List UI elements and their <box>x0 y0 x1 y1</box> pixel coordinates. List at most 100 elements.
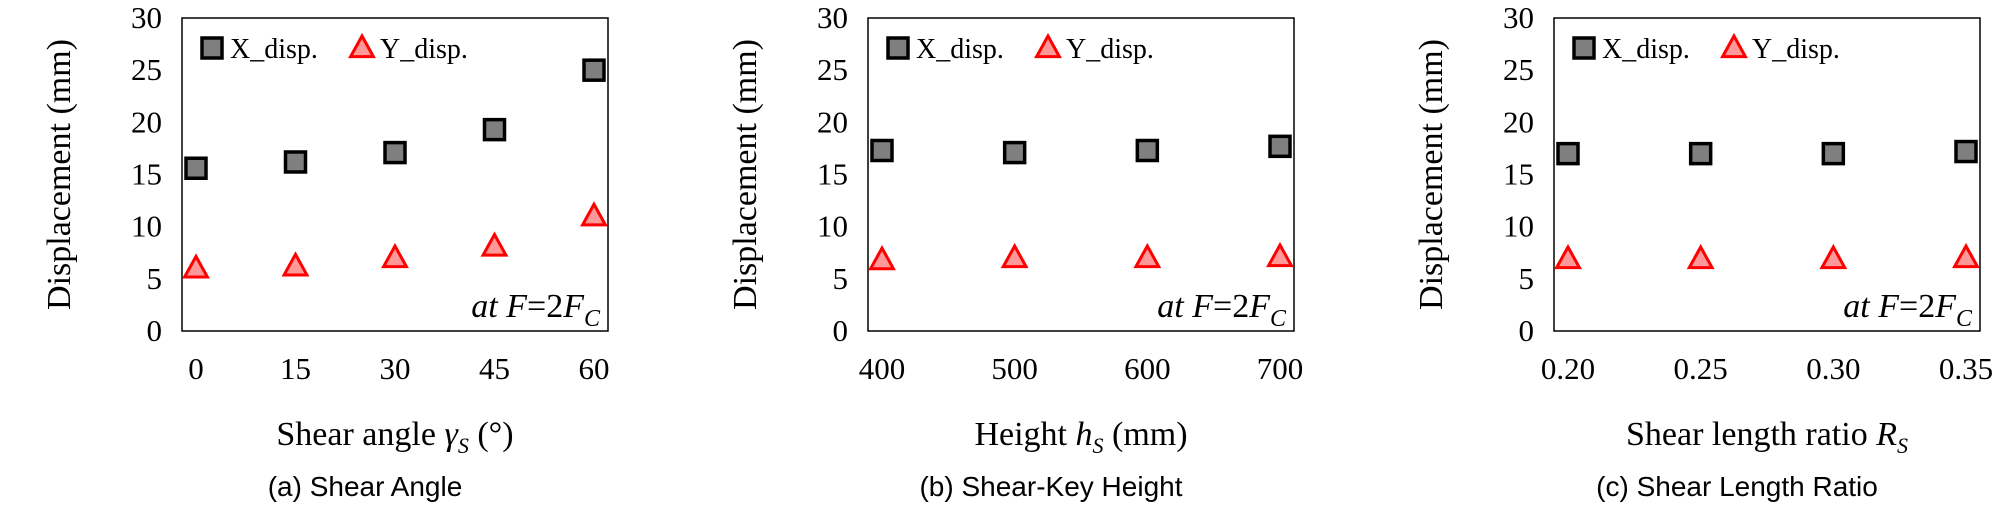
data-point <box>1686 243 1715 270</box>
y-tick-label: 30 <box>1503 0 1534 35</box>
legend-label: Y_disp. <box>1752 34 1840 65</box>
y-tick-label: 25 <box>131 52 162 87</box>
series-x-disp <box>870 134 1292 165</box>
y-tick-label: 30 <box>131 0 162 35</box>
data-point <box>482 117 507 142</box>
legend-triangle-marker <box>348 32 376 59</box>
series-y-disp <box>868 241 1294 271</box>
data-point <box>1821 141 1846 166</box>
y-tick-label: 15 <box>817 157 848 192</box>
legend-label: X_disp. <box>230 34 318 65</box>
chart-panel-3: 0 5 10 15 20 25 30 0.20 0.25 0.30 0.35 Displacement… <box>1372 0 2008 507</box>
y-tick-label: 15 <box>1503 157 1534 192</box>
legend-triangle-marker <box>1720 32 1748 59</box>
y-tick-label: 0 <box>147 313 163 348</box>
legend-triangle-marker <box>1034 32 1062 59</box>
data-point <box>580 201 608 227</box>
data-point <box>283 150 308 174</box>
x-tick-label: 0 <box>188 351 204 386</box>
data-point <box>1002 140 1027 165</box>
x-tick-label: 30 <box>380 351 411 386</box>
y-tick-label: 0 <box>833 313 849 348</box>
data-point <box>383 140 407 165</box>
y-tick-label: 20 <box>1503 104 1534 139</box>
data-point <box>1266 241 1294 268</box>
y-tick-label: 25 <box>1503 52 1534 87</box>
series-y-disp <box>1554 242 1980 270</box>
y-tick-label: 25 <box>817 52 848 87</box>
data-point <box>480 231 509 257</box>
figure-caption: (a) Shear Angle <box>268 471 463 502</box>
y-tick-label: 10 <box>131 209 162 244</box>
legend-label: X_disp. <box>1602 34 1690 65</box>
y-tick-label: 10 <box>817 209 848 244</box>
x-tick-label: 45 <box>479 351 510 386</box>
legend: X_disp. Y_disp. <box>200 32 468 65</box>
x-tick-label: 15 <box>280 351 311 386</box>
chart-svg: 0 5 10 15 20 25 30 400 500 600 700 Displacement (mm… <box>727 0 1304 502</box>
series-x-disp <box>184 58 606 180</box>
y-tick-label: 5 <box>833 261 849 296</box>
data-point <box>1688 141 1713 166</box>
data-point <box>1135 138 1160 163</box>
data-point <box>184 156 208 180</box>
data-point <box>870 138 894 163</box>
x-tick-label: 700 <box>1257 351 1304 386</box>
y-tick-label: 0 <box>1519 313 1535 348</box>
x-tick-label: 400 <box>859 351 906 386</box>
legend-label: X_disp. <box>916 34 1004 65</box>
data-point <box>1133 242 1162 269</box>
y-tick-label: 30 <box>817 0 848 35</box>
y-tick-label: 5 <box>1519 261 1535 296</box>
chart-panel-2: 0 5 10 15 20 25 30 400 500 600 700 Displacement (mm… <box>686 0 1322 507</box>
legend-label: Y_disp. <box>1066 34 1154 65</box>
data-point <box>381 242 409 269</box>
data-point <box>1000 242 1029 269</box>
chart-panel-1: 0 5 10 15 20 25 30 0 15 30 45 60 Displacement (mm) Sh… <box>0 0 636 507</box>
data-point <box>281 251 310 277</box>
y-tick-label: 20 <box>131 104 162 139</box>
series-x-disp <box>1556 139 1978 166</box>
data-point <box>1556 141 1580 166</box>
condition-annotation: at F=2FC <box>1157 288 1287 332</box>
data-point <box>868 244 896 271</box>
figure-caption: (c) Shear Length Ratio <box>1596 471 1878 502</box>
legend: X_disp. Y_disp. <box>886 32 1154 65</box>
data-point <box>1954 139 1978 164</box>
x-tick-label: 0.35 <box>1939 351 1993 386</box>
legend-label: Y_disp. <box>380 34 468 65</box>
x-axis-label: Shear angle γS (°) <box>276 416 513 458</box>
data-point <box>1554 243 1582 270</box>
x-tick-label: 600 <box>1124 351 1171 386</box>
y-axis-label: Displacement (mm) <box>1413 39 1450 310</box>
y-tick-label: 15 <box>131 157 162 192</box>
x-axis-label: Height hS (mm) <box>974 416 1187 458</box>
x-tick-label: 0.25 <box>1674 351 1728 386</box>
x-tick-label: 60 <box>579 351 610 386</box>
data-point <box>1268 134 1292 159</box>
data-point <box>1819 243 1848 270</box>
legend-square-marker <box>1572 36 1596 60</box>
data-point <box>182 253 210 279</box>
data-point <box>582 58 606 82</box>
x-tick-label: 0.30 <box>1806 351 1860 386</box>
y-axis-label: Displacement (mm) <box>727 39 764 310</box>
series-y-disp <box>182 201 608 279</box>
x-axis-label: Shear length ratio RS <box>1626 416 1908 458</box>
plot-area <box>867 17 1295 332</box>
chart-svg: 0 5 10 15 20 25 30 0 15 30 45 60 Displacement (mm) Sh… <box>41 0 610 502</box>
data-point <box>1952 242 1980 269</box>
legend-square-marker <box>886 36 910 60</box>
plot-area <box>181 17 609 332</box>
y-tick-label: 20 <box>817 104 848 139</box>
plot-area <box>1553 17 1981 332</box>
legend: X_disp. Y_disp. <box>1572 32 1840 65</box>
condition-annotation: at F=2FC <box>471 288 601 332</box>
x-tick-label: 500 <box>991 351 1038 386</box>
condition-annotation: at F=2FC <box>1843 288 1973 332</box>
y-tick-label: 5 <box>147 261 163 296</box>
legend-square-marker <box>200 36 224 60</box>
x-tick-label: 0.20 <box>1541 351 1595 386</box>
y-tick-label: 10 <box>1503 209 1534 244</box>
figure-caption: (b) Shear-Key Height <box>919 471 1182 502</box>
